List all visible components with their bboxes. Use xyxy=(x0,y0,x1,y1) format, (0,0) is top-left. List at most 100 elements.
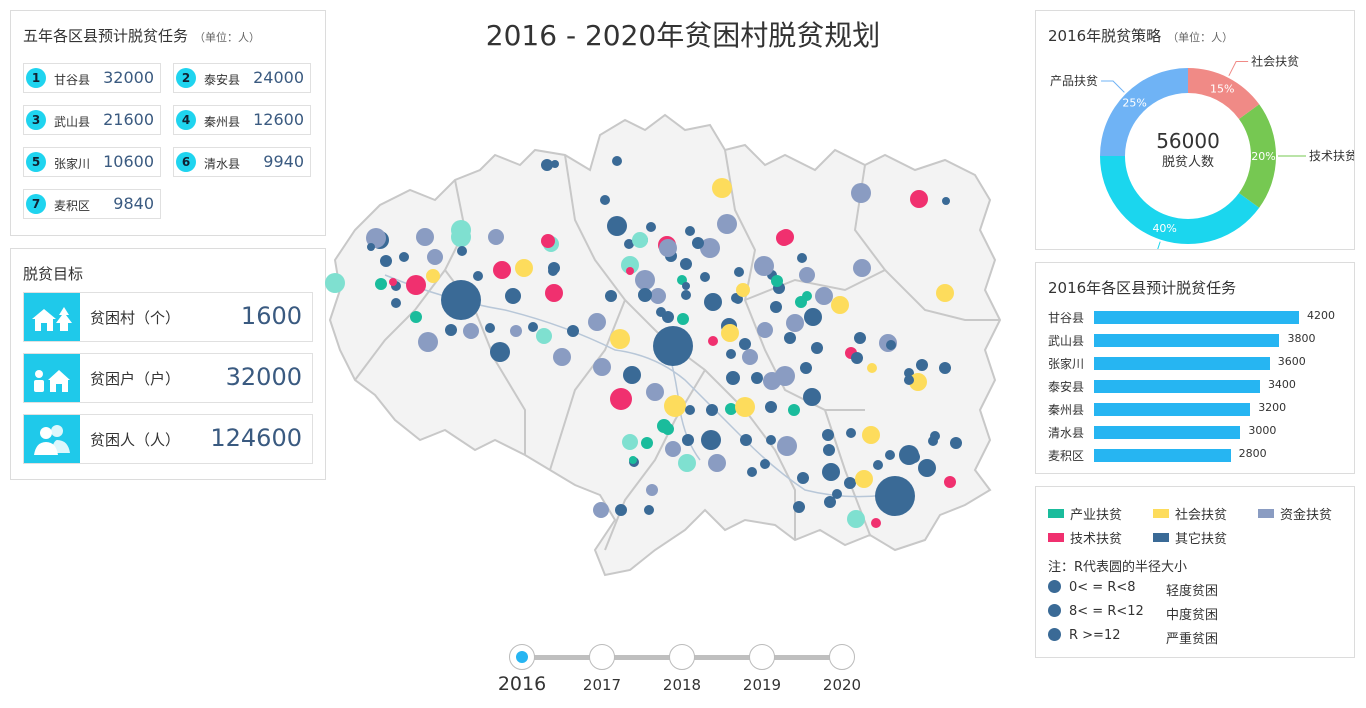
map-bubble[interactable] xyxy=(853,259,871,277)
map-bubble[interactable] xyxy=(708,336,718,346)
map-bubble[interactable] xyxy=(445,324,457,336)
map-bubble[interactable] xyxy=(681,290,691,300)
map-bubble[interactable] xyxy=(567,325,579,337)
map-bubble[interactable] xyxy=(685,405,695,415)
map-bubble[interactable] xyxy=(621,256,639,274)
legend-item[interactable]: 资金扶贫 xyxy=(1258,504,1332,523)
map-bubble[interactable] xyxy=(441,280,481,320)
map-bubble[interactable] xyxy=(515,259,533,277)
map-bubble[interactable] xyxy=(708,454,726,472)
map-bubble[interactable] xyxy=(846,428,856,438)
map-bubble[interactable] xyxy=(823,444,835,456)
donut-slice[interactable] xyxy=(1238,104,1276,208)
map-bubble[interactable] xyxy=(797,472,809,484)
map-bubble[interactable] xyxy=(800,362,812,374)
map-bubble[interactable] xyxy=(659,239,677,257)
map-bubble[interactable] xyxy=(553,348,571,366)
map-bubble[interactable] xyxy=(528,322,538,332)
map-bubble[interactable] xyxy=(736,283,750,297)
map-bubble[interactable] xyxy=(692,237,704,249)
bar[interactable] xyxy=(1094,334,1280,347)
map-bubble[interactable] xyxy=(657,419,671,433)
map-bubble[interactable] xyxy=(612,156,622,166)
donut-slice[interactable] xyxy=(1188,68,1260,119)
timeline-node-2017[interactable] xyxy=(589,644,615,670)
map-bubble[interactable] xyxy=(873,460,883,470)
map-bubble[interactable] xyxy=(726,371,740,385)
map-bubble[interactable] xyxy=(600,195,610,205)
map-bubble[interactable] xyxy=(803,388,821,406)
map-bubble[interactable] xyxy=(742,349,758,365)
map-bubble[interactable] xyxy=(622,434,638,450)
legend-item[interactable]: 技术扶贫 xyxy=(1048,528,1122,547)
map-bubble[interactable] xyxy=(685,226,695,236)
map-bubble[interactable] xyxy=(855,470,873,488)
bar[interactable] xyxy=(1094,357,1270,370)
map-bubble[interactable] xyxy=(765,401,777,413)
map-bubble[interactable] xyxy=(416,228,434,246)
map-bubble[interactable] xyxy=(593,358,611,376)
map-bubble[interactable] xyxy=(824,496,836,508)
bar[interactable] xyxy=(1094,380,1260,393)
map-bubble[interactable] xyxy=(854,332,866,344)
map-bubble[interactable] xyxy=(909,373,927,391)
map-bubble[interactable] xyxy=(802,291,812,301)
map-bubble[interactable] xyxy=(548,266,558,276)
map-bubble[interactable] xyxy=(930,431,940,441)
map-bubble[interactable] xyxy=(391,298,401,308)
map-bubble[interactable] xyxy=(725,403,737,415)
timeline-node-2016[interactable] xyxy=(509,644,535,670)
map-bubble[interactable] xyxy=(615,504,627,516)
donut-slice[interactable] xyxy=(1100,68,1188,156)
map-bubble[interactable] xyxy=(646,222,656,232)
map-bubble[interactable] xyxy=(735,397,755,417)
map-bubble[interactable] xyxy=(457,246,467,256)
map-bubble[interactable] xyxy=(493,261,511,279)
bar[interactable] xyxy=(1094,426,1241,439)
bar[interactable] xyxy=(1094,449,1231,462)
map-bubble[interactable] xyxy=(757,322,773,338)
map-bubble[interactable] xyxy=(904,368,914,378)
map-bubble[interactable] xyxy=(784,332,796,344)
map-bubble[interactable] xyxy=(701,430,721,450)
map-bubble[interactable] xyxy=(944,476,956,488)
donut-slice[interactable] xyxy=(1100,156,1260,244)
map-bubble[interactable] xyxy=(875,476,915,516)
map-bubble[interactable] xyxy=(799,267,815,283)
timeline-year-label[interactable]: 2019 xyxy=(742,676,782,694)
map-bubble[interactable] xyxy=(680,258,692,270)
map-bubble[interactable] xyxy=(832,489,842,499)
map-bubble[interactable] xyxy=(505,288,521,304)
map-bubble[interactable] xyxy=(904,375,914,385)
map-bubble[interactable] xyxy=(451,220,471,240)
map-bubble[interactable] xyxy=(605,290,617,302)
map-bubble[interactable] xyxy=(950,437,962,449)
timeline-year-label[interactable]: 2020 xyxy=(822,676,862,694)
map-bubble[interactable] xyxy=(886,340,896,350)
map-bubble[interactable] xyxy=(867,363,877,373)
map-bubble[interactable] xyxy=(406,275,426,295)
map-bubble[interactable] xyxy=(717,214,737,234)
timeline-node-2020[interactable] xyxy=(829,644,855,670)
legend-item[interactable]: 其它扶贫 xyxy=(1153,528,1227,547)
timeline-node-2019[interactable] xyxy=(749,644,775,670)
map-bubble[interactable] xyxy=(847,510,865,528)
timeline-node-2018[interactable] xyxy=(669,644,695,670)
map-bubble[interactable] xyxy=(682,282,690,290)
map-bubble[interactable] xyxy=(473,271,483,281)
map-bubble[interactable] xyxy=(771,275,783,287)
map-bubble[interactable] xyxy=(734,267,744,277)
map-bubble[interactable] xyxy=(851,352,863,364)
map-bubble[interactable] xyxy=(610,388,632,410)
map-bubble[interactable] xyxy=(367,243,375,251)
map-bubble[interactable] xyxy=(399,252,409,262)
map-bubble[interactable] xyxy=(488,229,504,245)
map-bubble[interactable] xyxy=(375,278,387,290)
map-bubble[interactable] xyxy=(851,183,871,203)
map-bubble[interactable] xyxy=(677,313,689,325)
map-bubble[interactable] xyxy=(588,313,606,331)
map-bubble[interactable] xyxy=(635,270,655,290)
map-bubble[interactable] xyxy=(510,325,522,337)
timeline-year-label[interactable]: 2018 xyxy=(662,676,702,694)
legend-item[interactable]: 产业扶贫 xyxy=(1048,504,1122,523)
